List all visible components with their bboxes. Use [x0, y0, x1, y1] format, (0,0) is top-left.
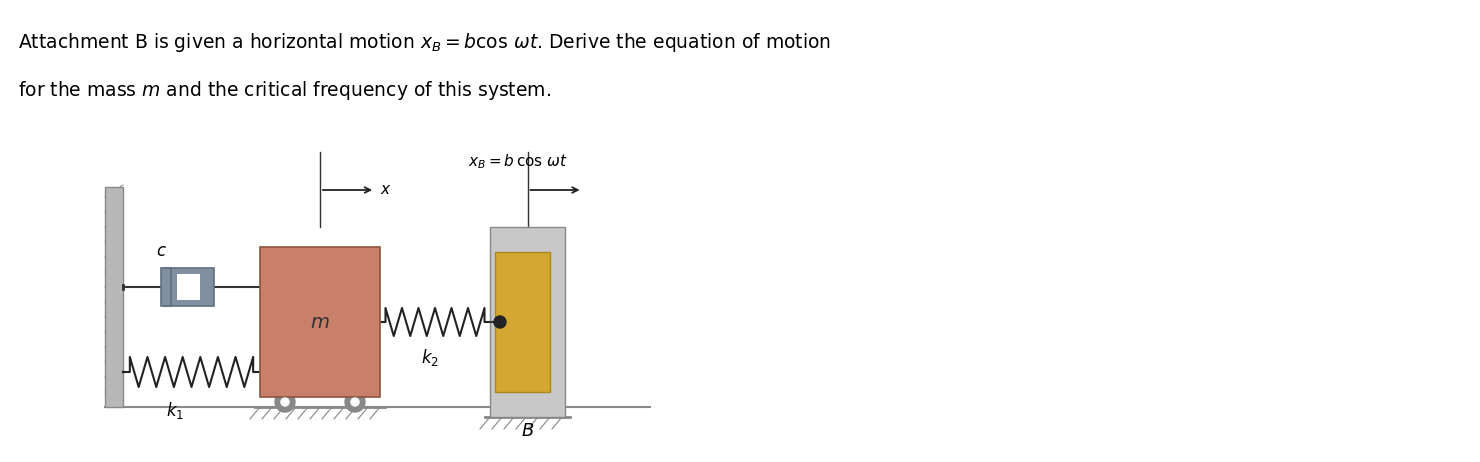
- Text: for the mass $m$ and the critical frequency of this system.: for the mass $m$ and the critical freque…: [18, 79, 551, 102]
- Text: $x_B = b\,\cos\,\omega t$: $x_B = b\,\cos\,\omega t$: [468, 152, 567, 171]
- Bar: [161, 268, 172, 306]
- Text: $k_1$: $k_1$: [166, 400, 184, 421]
- Circle shape: [281, 398, 289, 406]
- Text: $k_2$: $k_2$: [422, 347, 440, 368]
- Text: $x$: $x$: [380, 182, 392, 197]
- Circle shape: [351, 398, 360, 406]
- Bar: [178, 274, 200, 300]
- Circle shape: [275, 392, 295, 412]
- Bar: [494, 252, 551, 392]
- Circle shape: [494, 316, 506, 328]
- Text: Attachment B is given a horizontal motion $x_B = b\cos\,\omega t$. Derive the eq: Attachment B is given a horizontal motio…: [18, 30, 832, 54]
- Text: $c$: $c$: [155, 242, 167, 260]
- Circle shape: [345, 392, 366, 412]
- Text: $B$: $B$: [521, 422, 534, 440]
- Bar: [260, 247, 380, 397]
- Text: $m$: $m$: [311, 312, 330, 332]
- Bar: [105, 187, 123, 407]
- Bar: [490, 227, 565, 417]
- Bar: [164, 268, 215, 306]
